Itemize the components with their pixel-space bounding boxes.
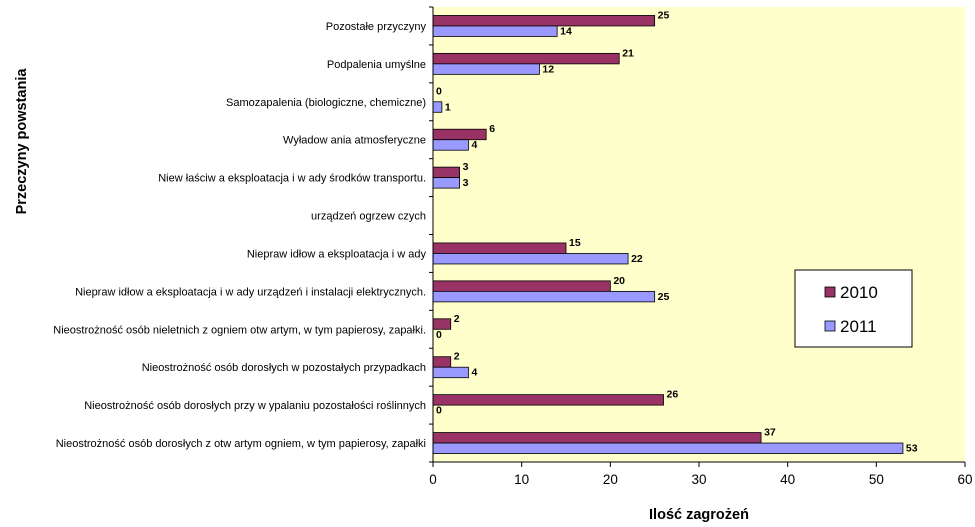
x-tick-label: 50 xyxy=(869,472,884,487)
bar-2010 xyxy=(432,356,452,368)
bar-2011 xyxy=(432,25,558,37)
category-label: Niepraw idłow a eksploatacja i w ady xyxy=(247,248,427,260)
bar-2011 xyxy=(432,101,443,113)
data-label-2010: 15 xyxy=(569,237,581,249)
bar-2011 xyxy=(432,63,540,75)
data-label-2011: 0 xyxy=(436,405,442,417)
category-label: urządzeń ogrzew czych xyxy=(311,211,426,223)
bar-2011 xyxy=(432,177,461,189)
category-label: Niew łaściw a eksploatacja i w ady środk… xyxy=(158,173,426,185)
bar-2010 xyxy=(432,432,762,444)
data-label-2011: 4 xyxy=(471,139,477,151)
data-label-2011: 12 xyxy=(542,63,554,75)
data-label-2010: 2 xyxy=(454,351,460,363)
bar-2011 xyxy=(432,366,469,379)
data-label-2011: 14 xyxy=(560,25,572,37)
plot-area xyxy=(433,7,965,462)
bar-2010 xyxy=(432,280,611,292)
data-label-2010: 3 xyxy=(463,161,469,173)
bar-2011 xyxy=(432,290,656,303)
x-tick-label: 0 xyxy=(429,472,437,487)
data-label-2010: 21 xyxy=(622,47,634,59)
bar-2011 xyxy=(432,139,469,151)
category-label: Samozapalenia (biologiczne, chemiczne) xyxy=(226,97,426,109)
category-label: Nieostrożność osób dorosłych w pozostały… xyxy=(142,362,426,374)
category-label: Nieostrożność osób dorosłych przy w ypal… xyxy=(84,400,426,412)
bar-2010 xyxy=(432,128,487,141)
data-label-2011: 53 xyxy=(906,443,918,455)
legend-box xyxy=(794,269,913,348)
bar-2010 xyxy=(432,166,461,179)
legend-label-2011: 2011 xyxy=(840,317,877,336)
category-label: Pozostałe przyczyny xyxy=(326,21,427,33)
y-axis-title: Przeczyny powstania xyxy=(14,68,30,215)
bar-2010 xyxy=(432,318,452,330)
legend-swatch-2011 xyxy=(824,320,836,332)
data-label-2011: 3 xyxy=(463,177,469,189)
x-tick-label: 60 xyxy=(957,472,972,487)
x-tick-label: 20 xyxy=(603,472,618,487)
data-label-2010: 6 xyxy=(489,123,495,135)
data-label-2010: 2 xyxy=(454,313,460,325)
data-label-2010: 37 xyxy=(764,427,776,439)
x-tick-label: 30 xyxy=(691,472,706,487)
bar-2010 xyxy=(432,242,567,254)
data-label-2011: 1 xyxy=(445,101,451,113)
data-label-2011: 25 xyxy=(658,291,670,303)
category-label: Niepraw idłow a eksploatacja i w ady urz… xyxy=(75,286,426,298)
bar-2010 xyxy=(432,394,664,406)
x-tick-label: 40 xyxy=(780,472,795,487)
data-label-2010: 20 xyxy=(613,275,625,287)
bars-layer xyxy=(432,15,904,454)
bar-2010 xyxy=(432,15,656,27)
category-label: Podpalenia umyślne xyxy=(327,59,426,71)
axes-layer: 0 10 20 30 40 50 60 xyxy=(429,6,973,487)
data-label-2011: 22 xyxy=(631,253,643,265)
data-label-2010: 0 xyxy=(436,85,442,97)
legend: 2010 2011 xyxy=(794,269,913,348)
x-tick-label: 10 xyxy=(514,472,529,487)
x-axis-title: Ilość zagrożeń xyxy=(649,507,749,523)
category-label: Wyładow ania atmosferyczne xyxy=(283,135,426,147)
legend-swatch-2010 xyxy=(824,286,836,298)
legend-label-2010: 2010 xyxy=(840,283,878,302)
data-label-2011: 4 xyxy=(471,367,477,379)
category-labels-layer: Pozostałe przyczyny Podpalenia umyślne Sam… xyxy=(53,21,426,450)
category-label: Nieostrożność osób dorosłych z otw artym… xyxy=(56,438,426,450)
data-label-2010: 26 xyxy=(667,389,679,401)
bar-2011 xyxy=(432,442,904,454)
data-label-2011: 0 xyxy=(436,329,442,341)
category-label: Nieostrożność osób nieletnich z ogniem o… xyxy=(53,324,426,336)
data-label-2010: 25 xyxy=(658,9,670,21)
bar-2011 xyxy=(432,253,629,265)
bar-2010 xyxy=(432,52,620,65)
